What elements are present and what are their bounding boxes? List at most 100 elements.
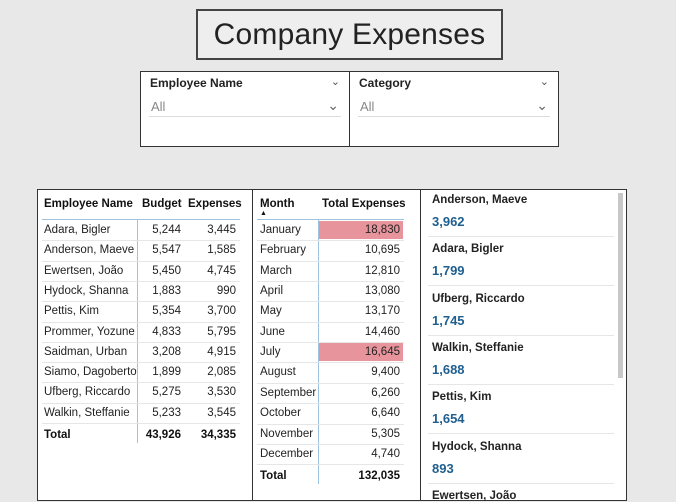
month-column-divider [318,220,319,484]
chevron-down-icon[interactable]: ⌄ [536,97,548,113]
category-dropdown[interactable]: All ⌄ [358,96,550,117]
month-cell: June [260,325,285,338]
table-row-divider [257,301,404,303]
employee-name-cell: Pettis, Kim [44,305,99,318]
expenses-cell: 1,585 [207,244,236,257]
table-row-divider [257,321,404,323]
budget-cell: 3,208 [152,345,181,358]
column-header-employee-name[interactable]: Employee Name [44,198,133,210]
category-slicer-collapse-icon[interactable]: ⌄ [539,76,549,88]
total-expenses-cell: 10,695 [364,244,400,257]
employee-slicer-collapse-icon[interactable]: ⌄ [330,76,340,88]
expenses-cell: 4,915 [207,345,236,358]
card-divider [428,383,614,385]
total-label: Total [44,429,71,441]
budget-cell: 5,244 [152,224,181,236]
card-expense-value: 1,688 [432,361,465,377]
top-expenses-cards-panel [420,189,627,501]
card-employee-name: Ufberg, Riccardo [432,292,525,305]
table-row-divider [42,301,240,303]
total-expenses-total: 132,035 [358,470,400,483]
card-employee-name: Hydock, Shanna [432,440,522,453]
category-slicer: Category ⌄ All ⌄ [349,71,559,147]
table-row-divider [257,362,404,364]
total-expenses-cell: 18,830 [364,224,400,236]
employee-name-cell: Siamo, Dagoberto [44,366,137,379]
budget-cell: 5,233 [152,406,181,419]
column-header-expenses[interactable]: Expenses [188,198,242,210]
employee-name-cell: Prommer, Yozune [44,325,135,338]
expenses-cell: 2,085 [207,366,236,379]
table-row-divider [257,464,404,466]
card-employee-name: Walkin, Steffanie [432,341,524,354]
card-divider [428,236,614,237]
sort-ascending-icon[interactable]: ▲ [260,210,267,217]
budget-total: 43,926 [145,429,181,441]
card-employee-name: Anderson, Maeve [432,194,528,206]
table-row-divider [42,280,240,282]
employee-name-cell: Hydock, Shanna [44,284,129,297]
employee-name-cell: Anderson, Maeve [44,244,135,257]
total-expenses-cell: 6,640 [371,407,400,420]
table-row-divider [257,423,404,425]
card-expense-value: 1,799 [432,263,465,279]
total-expenses-cell: 14,460 [364,325,400,338]
table-row-divider [42,240,240,242]
chevron-down-icon[interactable]: ⌄ [327,97,339,113]
budget-cell: 4,833 [152,325,181,338]
expenses-cell: 3,445 [207,224,236,236]
column-header-month[interactable]: Month [260,198,295,210]
column-header-budget[interactable]: Budget [142,198,182,210]
table-row-divider [257,281,404,283]
budget-cell: 5,450 [152,264,181,277]
total-label: Total [260,470,287,483]
card-expense-value: 893 [432,460,454,476]
expenses-cell: 5,795 [207,325,236,338]
card-expense-value: 1,745 [432,312,465,328]
card-expense-value: 1,654 [432,411,465,427]
employee-name-cell: Ufberg, Riccardo [44,386,131,399]
conditional-highlight [319,343,403,362]
total-expenses-cell: 16,645 [364,346,400,359]
category-slicer-label: Category [359,76,412,90]
table-row-divider [257,403,404,405]
total-expenses-cell: 9,400 [371,366,400,379]
cards-scrollbar[interactable] [618,193,623,378]
card-divider [428,334,614,336]
employee-slicer-label: Employee Name [150,76,243,90]
month-cell: October [260,407,301,420]
table-row-divider [257,443,404,445]
table-row-divider [42,402,240,404]
column-header-total-expenses[interactable]: Total Expenses [322,198,406,210]
budget-cell: 5,275 [152,386,181,399]
month-cell: April [260,285,284,298]
card-employee-name: Pettis, Kim [432,391,492,404]
table-row-divider [42,423,240,424]
total-expenses-cell: 4,740 [371,447,400,460]
month-cell: February [260,244,307,257]
budget-cell: 5,547 [152,244,181,257]
card-divider [428,285,614,287]
table-row-divider [42,382,240,384]
month-cell: March [260,264,292,277]
month-cell: November [260,427,314,440]
expenses-cell: 3,700 [207,305,236,318]
header-underline [257,219,404,220]
expenses-cell: 4,745 [207,264,236,277]
total-expenses-cell: 5,305 [371,427,400,440]
card-employee-name: Adara, Bigler [432,243,504,256]
card-employee-name: Ewertsen, João [432,489,517,502]
budget-cell: 1,883 [152,284,181,297]
month-cell: August [260,366,296,379]
total-expenses-cell: 6,260 [371,386,400,399]
conditional-highlight [319,221,403,240]
employee-dropdown[interactable]: All ⌄ [149,96,341,117]
total-expenses-cell: 13,170 [364,305,400,318]
month-cell: December [260,447,314,460]
month-cell: January [260,224,301,236]
card-divider [428,433,614,435]
table-row-divider [42,260,240,262]
month-cell: May [260,305,282,318]
table-row-divider [257,342,404,344]
table-row-divider [42,362,240,364]
